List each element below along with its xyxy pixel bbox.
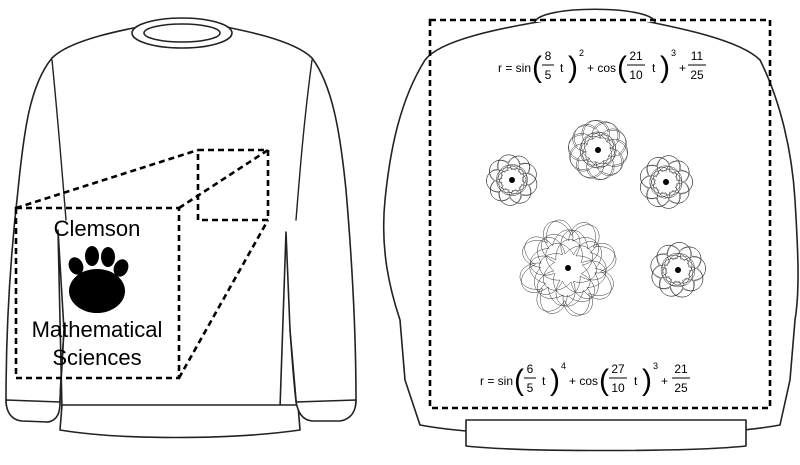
formula-top-prefix: r = sin [498,61,531,75]
front-label-line1: Clemson [54,216,141,241]
rose-cluster-bottom-right [650,242,706,298]
rose-center [565,265,571,271]
formula-bottom-paren-close-1: ) [550,364,560,397]
rose-loop [579,128,626,176]
rose-center [595,147,601,153]
formula-top-var1: t [560,61,564,75]
rose-cluster-top-center [568,120,628,180]
rose-loop [570,124,617,172]
rose-loop [522,219,599,295]
rose-loop [659,253,703,297]
curve-paw-print [486,120,706,317]
formula-top-var2: t [652,61,656,75]
formula-top-exp2: 3 [671,48,676,58]
front-sweatshirt [5,17,357,439]
formula-top-paren-open-1: ( [532,51,542,84]
formula-bottom-frac3-num: 21 [674,362,688,376]
formula-top-plus: + [679,61,686,75]
formula-bottom: r = sin ( 6 5 t ) 4 + cos ( 27 10 t ) 3 … [480,361,690,397]
rose-loop [580,121,628,167]
rose-loop [568,133,616,179]
front-label-line3: Sciences [52,345,141,370]
formula-top-exp1: 2 [579,48,584,58]
formula-top-frac3-den: 25 [690,68,704,82]
formula-bottom-var1: t [542,374,546,388]
formula-top-paren-close-1: ) [568,51,578,84]
rose-loop [529,221,607,297]
formula-top-paren-close-2: ) [660,51,670,84]
rose-loop [650,167,693,209]
formula-bottom-prefix: r = sin [480,374,513,388]
rose-loop [581,120,627,168]
formula-top-frac1-num: 8 [545,49,552,63]
formula-bottom-paren-open-1: ( [514,364,524,397]
rose-center [663,179,669,185]
rose-loop [661,255,706,298]
rose-cluster-top-right [639,155,693,209]
rose-loop [581,133,628,180]
formula-top-paren-open-2: ( [617,51,627,84]
back-print-area [428,18,772,410]
rose-loop [576,131,624,178]
formula-bottom-frac3-den: 25 [674,381,688,395]
rose-loop [497,154,537,196]
rose-center [675,267,681,273]
rose-loop [572,122,620,169]
formula-bottom-paren-open-2: ( [599,364,609,397]
formula-top-frac3-num: 11 [691,49,704,63]
formula-bottom-exp1: 4 [561,361,566,371]
rose-cluster-bottom-large [519,219,617,317]
formula-top-mid: + cos [587,61,616,75]
rose-loop [541,222,617,299]
rose-center [509,177,515,183]
back-sweatshirt [382,8,799,452]
formula-top-frac2-den: 10 [629,68,643,82]
tiger-paw-icon [68,246,129,313]
front-label-line2: Mathematical [32,317,163,342]
formula-bottom-frac1-den: 5 [527,381,534,395]
formula-bottom-mid: + cos [569,374,598,388]
rose-loop [568,120,615,167]
formula-top-frac2-num: 21 [629,49,643,63]
formula-top: r = sin ( 8 5 t ) 2 + cos ( 21 10 t ) 3 … [498,48,706,84]
rose-cluster-top-left [486,154,538,206]
formula-top-frac1-den: 5 [545,68,552,82]
formula-bottom-paren-close-2: ) [642,364,652,397]
formula-bottom-frac2-num: 27 [611,362,625,376]
rose-loop [569,132,615,180]
formula-bottom-plus: + [661,374,668,388]
rose-loop [519,237,595,314]
formula-bottom-var2: t [634,374,638,388]
formula-bottom-frac1-num: 6 [527,362,534,376]
front-print-area [14,148,270,380]
rose-loop [649,160,690,204]
formula-bottom-frac2-den: 10 [611,381,625,395]
rose-loop [496,155,538,196]
formula-bottom-exp2: 3 [653,361,658,371]
